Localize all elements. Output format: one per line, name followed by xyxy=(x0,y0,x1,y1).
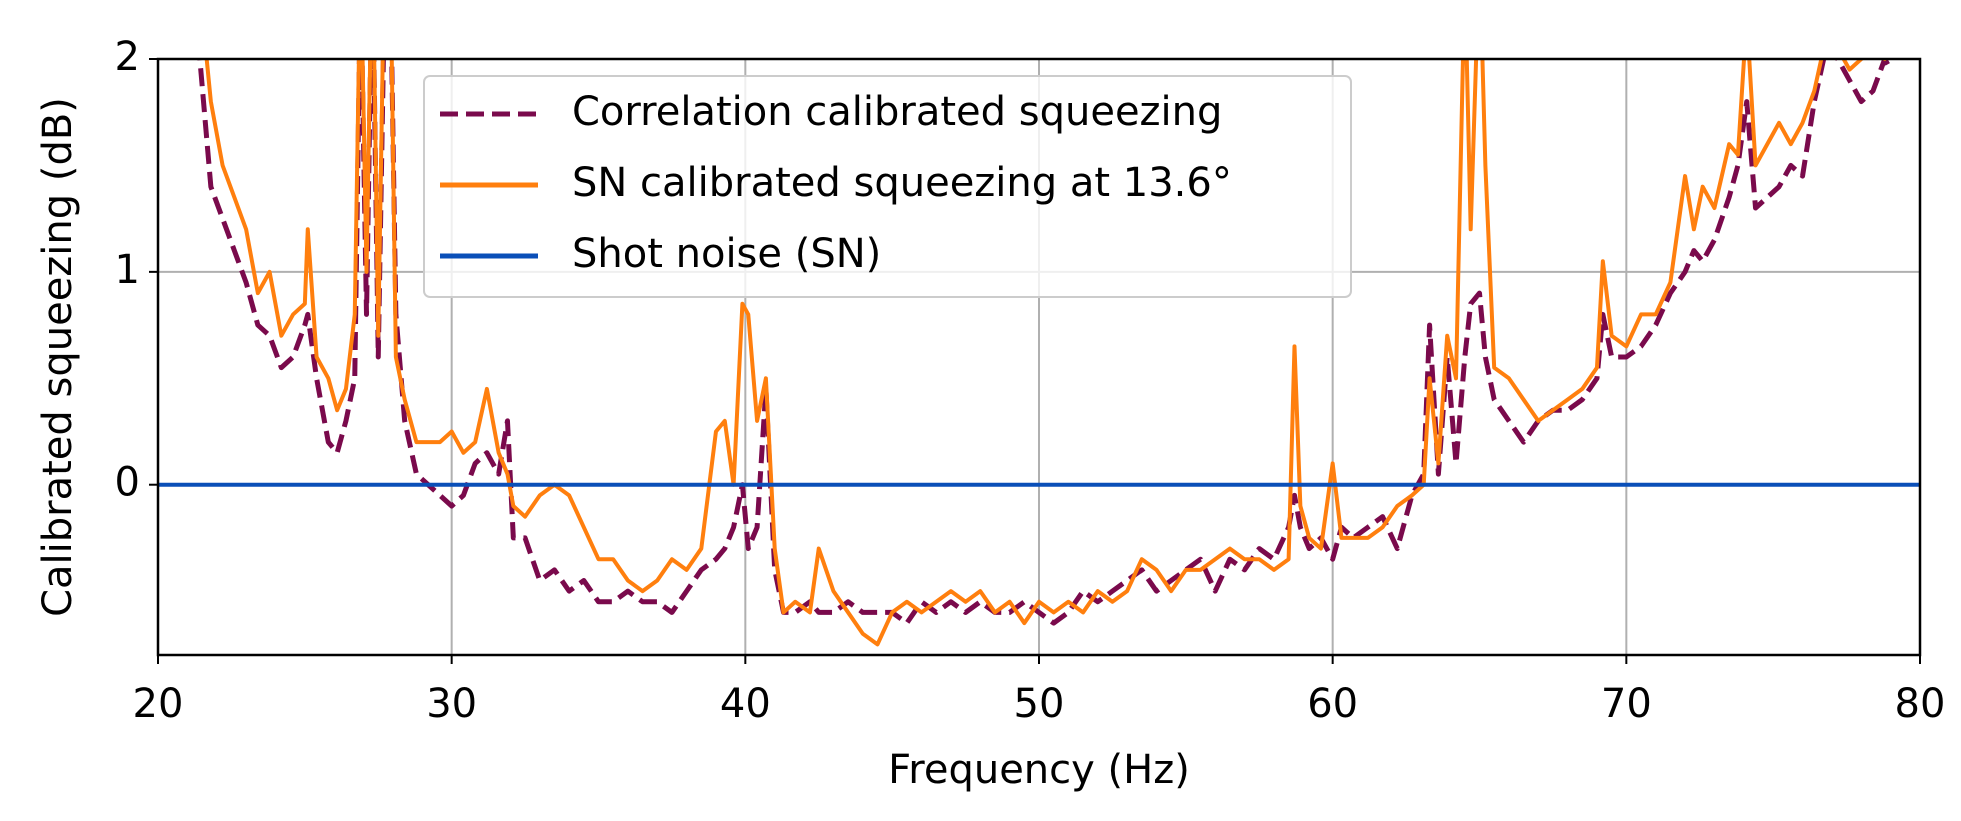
x-tick-label: 60 xyxy=(1307,681,1358,727)
y-tick-label: 1 xyxy=(115,247,140,293)
plot-area xyxy=(158,59,1920,647)
x-tick-label: 50 xyxy=(1014,681,1065,727)
x-axis-label: Frequency (Hz) xyxy=(888,747,1190,793)
x-tick-label: 40 xyxy=(720,681,771,727)
y-axis-label: Calibrated squeezing (dB) xyxy=(35,97,81,617)
x-tick-label: 70 xyxy=(1601,681,1652,727)
x-tick-label: 20 xyxy=(133,681,184,727)
legend-label: Shot noise (SN) xyxy=(572,231,881,277)
legend-box xyxy=(423,75,1352,298)
y-tick-label: 0 xyxy=(115,460,140,506)
legend-label: Correlation calibrated squeezing xyxy=(572,89,1222,135)
x-tick-label: 80 xyxy=(1895,681,1946,727)
x-tick-label: 30 xyxy=(426,681,477,727)
legend-label: SN calibrated squeezing at 13.6° xyxy=(572,160,1232,206)
y-tick-label: 2 xyxy=(115,34,140,80)
plot-frame xyxy=(156,57,1922,657)
data-line xyxy=(204,59,1888,647)
